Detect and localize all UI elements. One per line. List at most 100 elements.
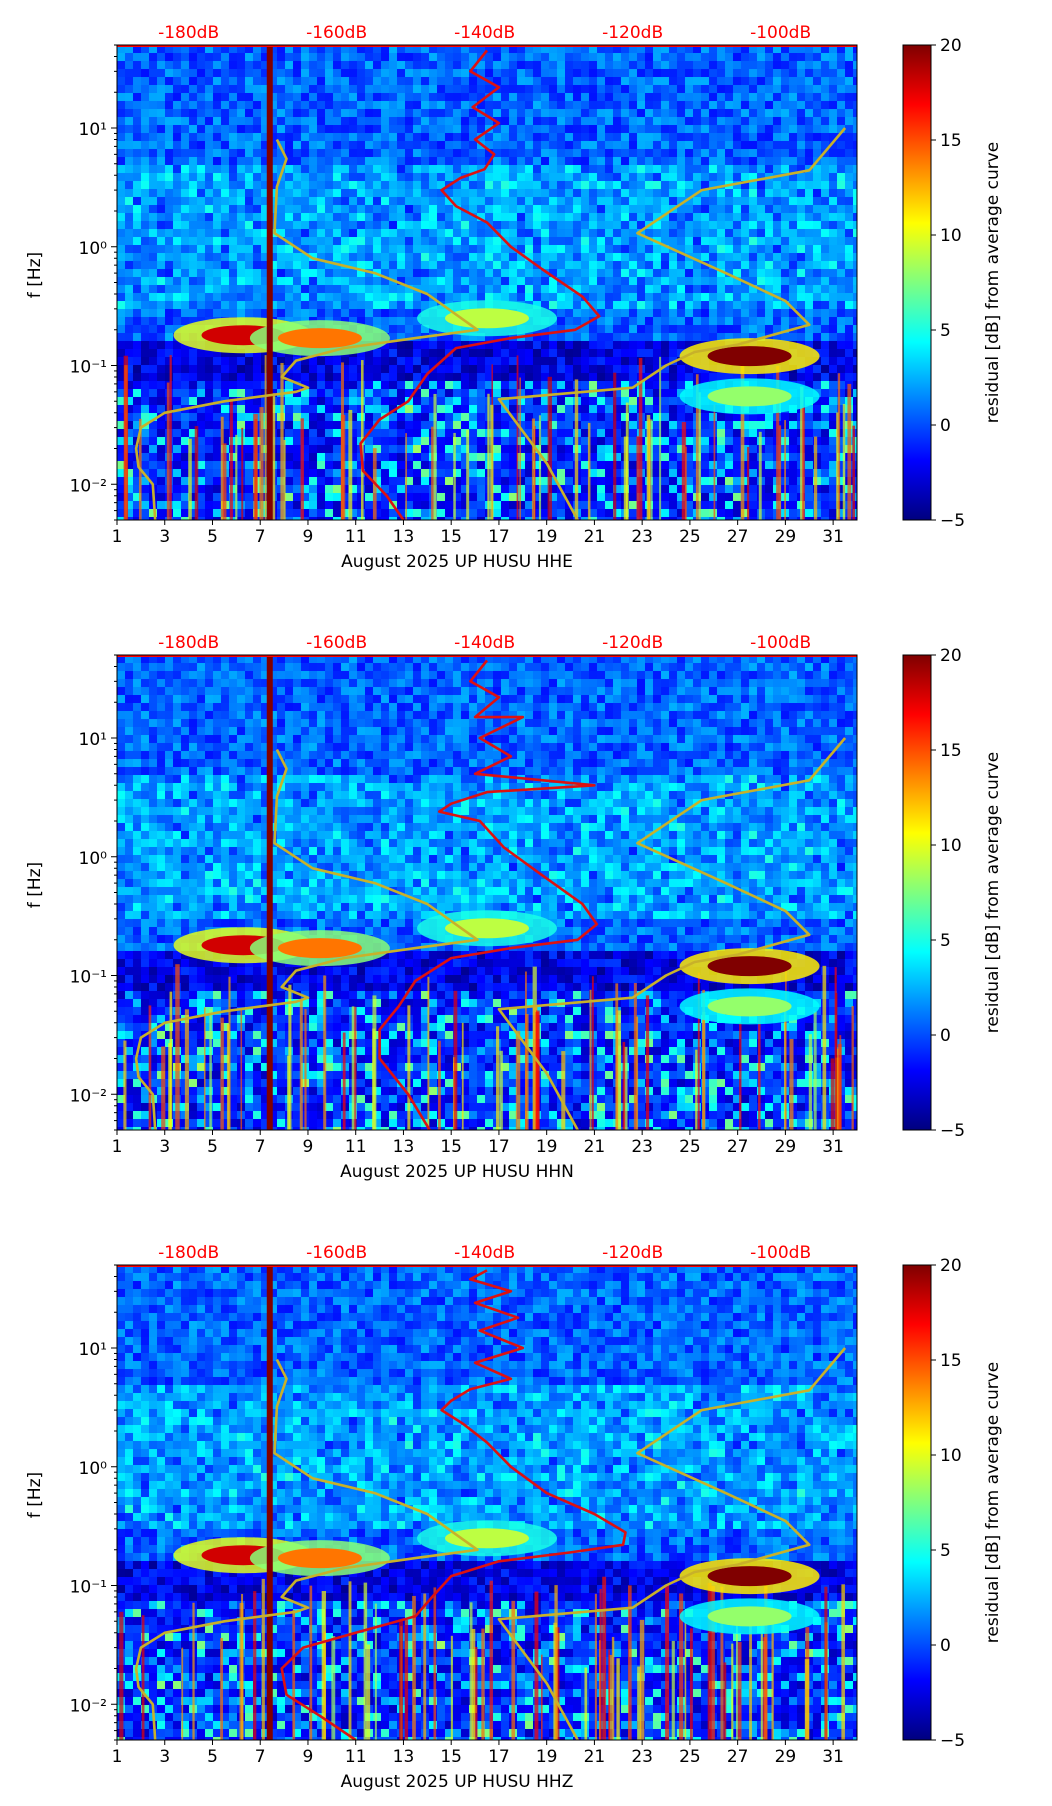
heatmap-cell (645, 293, 653, 301)
heatmap-cell (373, 221, 381, 229)
heatmap-cell (829, 213, 837, 221)
heatmap-cell (541, 389, 549, 397)
heatmap-cell (645, 245, 653, 253)
heatmap-cell (125, 229, 133, 237)
heatmap-cell (677, 245, 685, 253)
heatmap-cell (373, 285, 381, 293)
heatmap-cell (533, 61, 541, 69)
heatmap-cell (397, 341, 405, 349)
heatmap-cell (781, 221, 789, 229)
heatmap-cell (581, 333, 589, 341)
heatmap-cell (437, 373, 445, 381)
heatmap-cell (645, 133, 653, 141)
heatmap-cell (413, 149, 421, 157)
heatmap-cell (141, 61, 149, 69)
heatmap-cell (805, 365, 813, 373)
heatmap-cell (685, 461, 693, 469)
heatmap-cell (845, 285, 853, 293)
heatmap-cell (765, 125, 773, 133)
heatmap-cell (725, 197, 733, 205)
heatmap-cell (157, 189, 165, 197)
heatmap-cell (709, 85, 717, 93)
heatmap-cell (149, 173, 157, 181)
heatmap-cell (765, 117, 773, 125)
heatmap-cell (429, 285, 437, 293)
heatmap-cell (293, 269, 301, 277)
heatmap-cell (845, 181, 853, 189)
heatmap-cell (781, 373, 789, 381)
heatmap-cell (325, 285, 333, 293)
heatmap-cell (613, 293, 621, 301)
heatmap-cell (461, 413, 469, 421)
heatmap-cell (485, 381, 493, 389)
heatmap-cell (261, 165, 269, 173)
heatmap-cell (341, 173, 349, 181)
heatmap-cell (717, 173, 725, 181)
heatmap-cell (389, 445, 397, 453)
heatmap-cell (141, 437, 149, 445)
heatmap-cell (581, 133, 589, 141)
heatmap-cell (613, 277, 621, 285)
heatmap-cell (565, 357, 573, 365)
heatmap-cell (629, 293, 637, 301)
heatmap-cell (445, 285, 453, 293)
heatmap-cell (261, 61, 269, 69)
heatmap-cell (205, 141, 213, 149)
heatmap-cell (581, 437, 589, 445)
heatmap-cell (725, 133, 733, 141)
heatmap-cell (293, 117, 301, 125)
heatmap-cell (749, 373, 757, 381)
heatmap-cell (317, 373, 325, 381)
heatmap-cell (709, 69, 717, 77)
heatmap-cell (597, 173, 605, 181)
heatmap-cell (221, 389, 229, 397)
heatmap-cell (453, 77, 461, 85)
heatmap-cell (653, 165, 661, 173)
heatmap-cell (245, 301, 253, 309)
heatmap-cell (557, 85, 565, 93)
heatmap-cell (421, 125, 429, 133)
heatmap-cell (573, 189, 581, 197)
heatmap-cell (781, 293, 789, 301)
heatmap-cell (517, 237, 525, 245)
heatmap-cell (581, 141, 589, 149)
heatmap-cell (605, 213, 613, 221)
heatmap-cell (325, 133, 333, 141)
heatmap-cell (653, 437, 661, 445)
heatmap-cell (477, 413, 485, 421)
heatmap-cell (701, 125, 709, 133)
heatmap-cell (125, 101, 133, 109)
heatmap-cell (837, 285, 845, 293)
heatmap-cell (565, 437, 573, 445)
heatmap-cell (453, 101, 461, 109)
heatmap-cell (581, 93, 589, 101)
heatmap-cell (789, 461, 797, 469)
heatmap-cell (461, 197, 469, 205)
heatmap-cell (293, 77, 301, 85)
heatmap-cell (133, 285, 141, 293)
heatmap-cell (781, 45, 789, 53)
heatmap-cell (325, 117, 333, 125)
heatmap-cell (477, 197, 485, 205)
heatmap-cell (461, 149, 469, 157)
heatmap-cell (189, 453, 197, 461)
heatmap-cell (677, 165, 685, 173)
heatmap-cell (517, 181, 525, 189)
heatmap-cell (589, 429, 597, 437)
heatmap-cell (645, 189, 653, 197)
heatmap-cell (221, 349, 229, 357)
heatmap-cell (749, 245, 757, 253)
heatmap-cell (173, 173, 181, 181)
heatmap-cell (117, 381, 125, 389)
heatmap-cell (653, 325, 661, 333)
heatmap-cell (157, 469, 165, 477)
heatmap-cell (205, 181, 213, 189)
heatmap-cell (837, 373, 845, 381)
heatmap-cell (517, 277, 525, 285)
heatmap-cell (309, 389, 317, 397)
heatmap-cell (317, 117, 325, 125)
heatmap-cell (637, 309, 645, 317)
heatmap-cell (661, 405, 669, 413)
heatmap-cell (149, 221, 157, 229)
heatmap-cell (509, 61, 517, 69)
